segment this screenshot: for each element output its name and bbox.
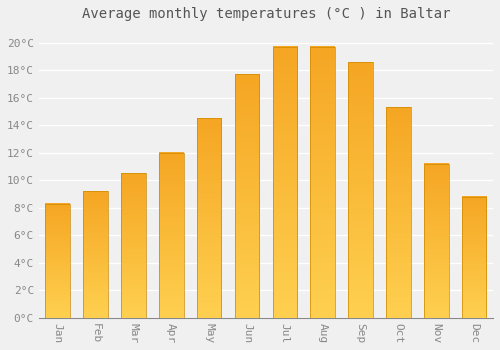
- Bar: [121, 174, 146, 318]
- Bar: [234, 75, 260, 318]
- Bar: [348, 62, 373, 318]
- Bar: [462, 197, 486, 318]
- Bar: [46, 204, 70, 318]
- Bar: [424, 164, 448, 318]
- Bar: [84, 191, 108, 318]
- Bar: [386, 107, 410, 318]
- Bar: [159, 153, 184, 318]
- Bar: [197, 118, 222, 318]
- Bar: [310, 47, 335, 318]
- Bar: [272, 47, 297, 318]
- Title: Average monthly temperatures (°C ) in Baltar: Average monthly temperatures (°C ) in Ba…: [82, 7, 450, 21]
